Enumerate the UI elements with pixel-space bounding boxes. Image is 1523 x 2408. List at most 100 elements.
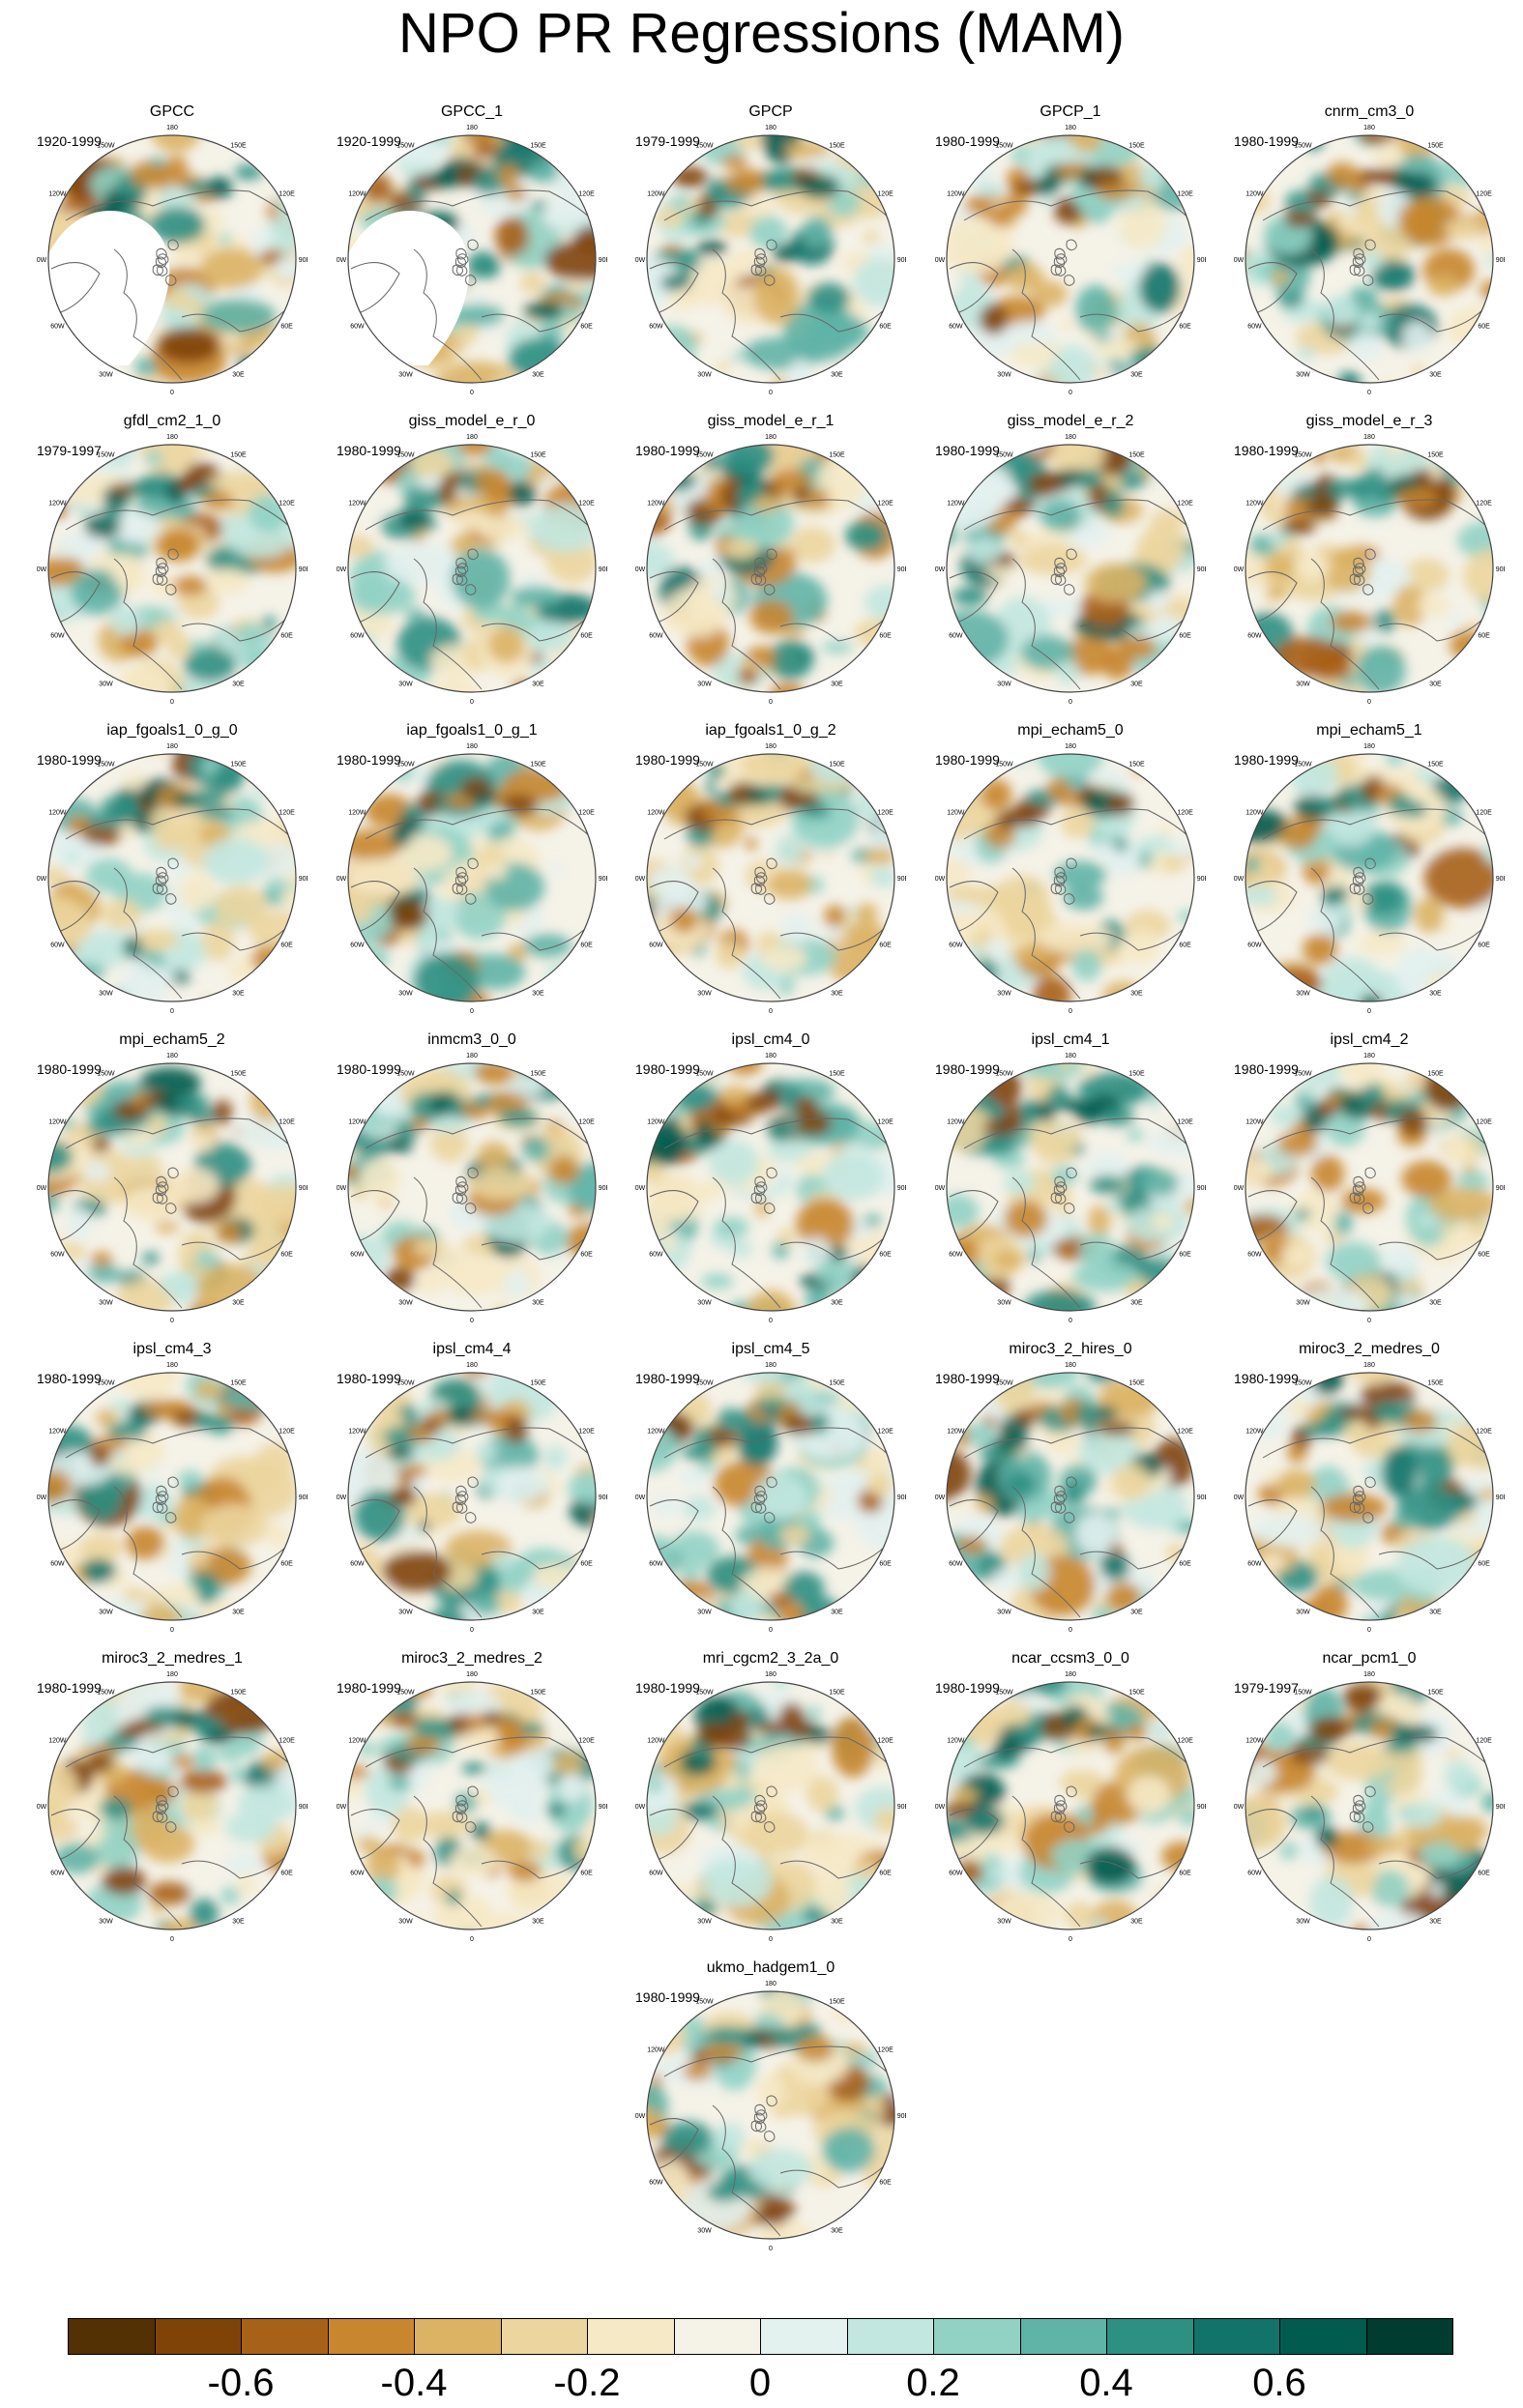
- longitude-label: 150E: [1128, 1689, 1145, 1696]
- longitude-label: 0: [769, 390, 773, 394]
- longitude-label: 150W: [995, 1379, 1013, 1386]
- longitude-label: 150E: [530, 1070, 546, 1077]
- longitude-label: 0: [470, 1627, 474, 1632]
- regression-field: [348, 445, 596, 692]
- map-panel: cnrm_cm3_0 180 150E 120E 90E 60E 30E 0 30W 60W 90W…: [1234, 103, 1505, 394]
- longitude-label: 120E: [877, 2047, 893, 2054]
- longitude-label: 0: [470, 1008, 474, 1013]
- coastlines: [649, 2045, 893, 2237]
- map-panel: mpi_echam5_1 180 150E 120E 90E 60E 30E 0 30W 60W 9…: [1234, 722, 1505, 1013]
- longitude-label: 90E: [299, 257, 308, 264]
- panel-years: 1980-1999: [635, 1371, 700, 1386]
- longitude-label: 90W: [635, 566, 646, 573]
- panel-years: 1980-1999: [1234, 1371, 1299, 1386]
- globe-outline: [646, 1372, 895, 1621]
- longitude-label: 180: [166, 434, 178, 441]
- globe-outline: [1245, 1372, 1494, 1621]
- globe-outline: [347, 1681, 597, 1930]
- globe-outline: [347, 753, 597, 1002]
- polar-map: 180 150E 120E 90E 60E 30E 0 30W 60W 90W 120W 150W: [935, 125, 1206, 394]
- longitude-label: 150E: [1427, 1070, 1444, 1077]
- longitude-label: 150E: [530, 451, 546, 458]
- map-panel: giss_model_e_r_3 180 150E 120E 90E 60E 30E 0 30W…: [1234, 413, 1505, 704]
- longitude-label: 120W: [48, 191, 67, 198]
- panel-years: 1979-1999: [635, 133, 700, 149]
- polar-map: 180 150E 120E 90E 60E 30E 0 30W 60W 90W 120W 150W: [635, 1981, 906, 2250]
- longitude-label: 90W: [935, 257, 946, 264]
- longitude-label: 30W: [398, 1610, 413, 1616]
- longitude-label: 180: [765, 743, 776, 750]
- panel-title: ukmo_hadgem1_0: [706, 1959, 835, 1976]
- colorbar-tick-label: 0.4: [1079, 2362, 1133, 2404]
- polar-map: 180 150E 120E 90E 60E 30E 0 30W 60W 90W 120W 150W: [337, 1362, 607, 1632]
- longitude-label: 90E: [1496, 1804, 1505, 1811]
- longitude-label: 30E: [1429, 1300, 1442, 1307]
- missing-data-region: [348, 211, 470, 365]
- regression-field: [348, 1682, 596, 1929]
- polar-map: 180 150E 120E 90E 60E 30E 0 30W 60W 90W 120W 150W: [1234, 1362, 1505, 1632]
- longitude-label: 0: [1367, 390, 1371, 394]
- longitude-label: 120E: [877, 810, 893, 817]
- colorbar-swatch: [500, 2318, 588, 2355]
- longitude-label: 150W: [995, 451, 1013, 458]
- coastlines: [649, 1117, 893, 1309]
- longitude-label: 180: [466, 1671, 478, 1678]
- polar-map: 180 150E 120E 90E 60E 30E 0 30W 60W 90W 120W 150W: [37, 1671, 308, 1941]
- longitude-label: 150E: [1427, 1689, 1444, 1696]
- longitude-label: 150W: [97, 1070, 115, 1077]
- coastlines: [50, 189, 294, 381]
- globe-outline: [946, 1681, 1195, 1930]
- longitude-label: 150W: [995, 1689, 1013, 1696]
- map-panel: inmcm3_0_0 180 150E 120E 90E 60E 30E 0 30W 60W 90W…: [337, 1031, 607, 1322]
- panel-title: iap_fgoals1_0_g_2: [705, 722, 836, 739]
- longitude-label: 90E: [299, 566, 308, 573]
- panel-years: 1980-1999: [1234, 133, 1299, 149]
- longitude-label: 90E: [299, 876, 308, 883]
- polar-map: 180 150E 120E 90E 60E 30E 0 30W 60W 90W 120W 150W: [37, 125, 308, 394]
- longitude-label: 60E: [580, 324, 593, 331]
- longitude-label: 90W: [1234, 1494, 1245, 1501]
- longitude-label: 90E: [1496, 1185, 1505, 1192]
- longitude-label: 180: [1363, 743, 1375, 750]
- map-panel: GPCC_1 180 150E 120E 90E 60E 30E 0 30W 60W 90W 120W…: [337, 103, 607, 394]
- longitude-label: 120E: [578, 501, 595, 508]
- longitude-label: 180: [765, 1362, 776, 1369]
- longitude-label: 60W: [350, 943, 365, 949]
- longitude-label: 90E: [1496, 566, 1505, 573]
- longitude-label: 150E: [530, 1379, 546, 1386]
- colorbar-swatch: [1279, 2318, 1367, 2355]
- longitude-label: 90E: [299, 1804, 308, 1811]
- map-panel: miroc3_2_hires_0 180 150E 120E 90E 60E 30E 0 30W…: [935, 1341, 1206, 1632]
- longitude-label: 60W: [50, 1561, 65, 1568]
- longitude-label: 30W: [1296, 372, 1310, 379]
- longitude-label: 150E: [829, 761, 845, 768]
- longitude-label: 60W: [949, 1561, 963, 1568]
- longitude-label: 90E: [599, 1185, 607, 1192]
- polar-map: 180 150E 120E 90E 60E 30E 0 30W 60W 90W 120W 150W: [1234, 743, 1505, 1013]
- map-panel: giss_model_e_r_2 180 150E 120E 90E 60E 30E 0 30W…: [935, 413, 1206, 704]
- panel-title: GPCP_1: [1040, 103, 1101, 120]
- longitude-label: 90W: [37, 1185, 47, 1192]
- longitude-label: 60W: [649, 1561, 663, 1568]
- panel-title: ncar_ccsm3_0_0: [1011, 1650, 1129, 1667]
- map-panel: GPCC 180 150E 120E 90E 60E 30E 0 30W 60W 90W 120W 15…: [37, 103, 308, 394]
- panel-years: 1979-1997: [1234, 1680, 1299, 1696]
- longitude-label: 60E: [1478, 1871, 1490, 1877]
- longitude-label: 60W: [50, 324, 65, 331]
- longitude-label: 60E: [280, 1871, 293, 1877]
- polar-map: 180 150E 120E 90E 60E 30E 0 30W 60W 90W 120W 150W: [635, 434, 906, 704]
- longitude-label: 120W: [48, 1429, 67, 1436]
- map-panel: ukmo_hadgem1_0 180 150E 120E 90E 60E 30E 0 30W 60…: [635, 1959, 906, 2250]
- longitude-label: 30W: [997, 1919, 1011, 1926]
- longitude-label: 180: [1363, 1362, 1375, 1369]
- longitude-label: 150W: [396, 1070, 415, 1077]
- longitude-label: 150E: [1128, 1379, 1145, 1386]
- longitude-label: 150W: [97, 142, 115, 149]
- longitude-label: 90W: [935, 876, 946, 883]
- panel-years: 1980-1999: [635, 1061, 700, 1077]
- longitude-label: 90E: [1197, 1494, 1206, 1501]
- longitude-label: 120E: [1177, 191, 1193, 198]
- panel-years: 1980-1999: [935, 752, 1000, 768]
- longitude-label: 90W: [635, 1804, 646, 1811]
- polar-map: 180 150E 120E 90E 60E 30E 0 30W 60W 90W 120W 150W: [935, 743, 1206, 1013]
